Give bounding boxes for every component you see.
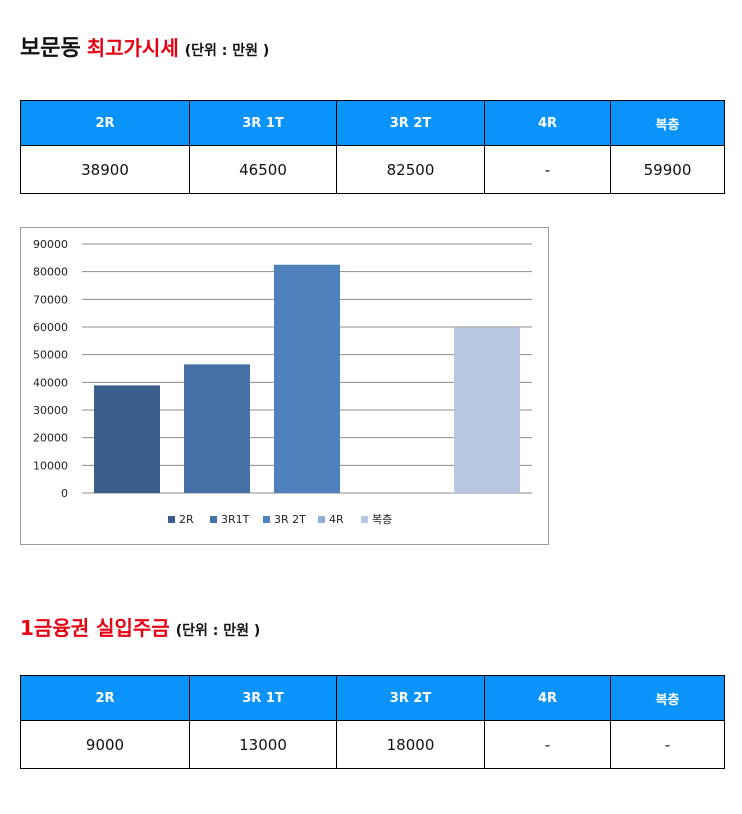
legend-swatch (168, 516, 175, 523)
bar (184, 364, 250, 493)
chart-canvas: 90000 80000 70000 60000 50000 40000 30000 20000… (33, 238, 532, 526)
legend-label: 2R (179, 513, 194, 526)
header-cell-2r: 2R (20, 675, 190, 721)
bar (94, 385, 160, 493)
price-table: 2R 3R 1T 3R 2T 4R 복층 38900 46500 82500 -… (20, 100, 725, 194)
value-cell-3r2t: 18000 (336, 720, 485, 769)
section1-unit-label: (단위 : 만원 ) (184, 43, 270, 59)
legend-swatch (210, 516, 217, 523)
header-cell-4r: 4R (484, 100, 611, 146)
legend-swatch (361, 516, 368, 523)
y-tick-label: 60000 (33, 321, 68, 334)
price-chart: 90000 80000 70000 60000 50000 40000 30000 20000… (20, 227, 549, 545)
section2-title-highlight: 1금융권 실입주금 (20, 616, 170, 640)
header-cell-3r2t: 3R 2T (336, 675, 485, 721)
legend-swatch (318, 516, 325, 523)
y-tick-label: 30000 (33, 404, 68, 417)
y-tick-label: 70000 (33, 293, 68, 306)
legend-swatch (263, 516, 270, 523)
value-cell-duplex: 59900 (610, 145, 725, 194)
y-tick-label: 40000 (33, 376, 68, 389)
value-cell-3r1t: 46500 (189, 145, 337, 194)
value-cell-4r: - (484, 720, 611, 769)
header-cell-3r1t: 3R 1T (189, 675, 337, 721)
bar (274, 264, 340, 493)
header-cell-4r: 4R (484, 675, 611, 721)
loan-table: 2R 3R 1T 3R 2T 4R 복층 9000 13000 18000 - … (20, 675, 725, 769)
y-tick-label: 80000 (33, 266, 68, 279)
header-cell-2r: 2R (20, 100, 190, 146)
value-cell-2r: 38900 (20, 145, 190, 194)
y-tick-label: 0 (61, 487, 68, 500)
table-row: 38900 46500 82500 - 59900 (20, 145, 725, 194)
section1-title-highlight: 최고가시세 (86, 36, 179, 60)
value-cell-3r2t: 82500 (336, 145, 485, 194)
table-row: 9000 13000 18000 - - (20, 720, 725, 769)
header-cell-3r1t: 3R 1T (189, 100, 337, 146)
header-cell-3r2t: 3R 2T (336, 100, 485, 146)
header-cell-duplex: 복층 (610, 100, 725, 146)
section2-unit-label: (단위 : 만원 ) (175, 623, 261, 639)
value-cell-4r: - (484, 145, 611, 194)
section1-title-district: 보문동 (20, 36, 81, 61)
y-tick-label: 20000 (33, 432, 68, 445)
legend-label: 3R1T (221, 513, 250, 526)
y-tick-label: 50000 (33, 349, 68, 362)
value-cell-3r1t: 13000 (189, 720, 337, 769)
legend-label: 4R (329, 513, 344, 526)
value-cell-duplex: - (610, 720, 725, 769)
y-tick-label: 10000 (33, 459, 68, 472)
bar (454, 327, 520, 493)
table-header-row: 2R 3R 1T 3R 2T 4R 복층 (20, 675, 725, 721)
legend-label: 3R 2T (274, 513, 306, 526)
legend-label: 복층 (372, 513, 392, 526)
section2-heading: 1금융권 실입주금 (단위 : 만원 ) (20, 612, 260, 641)
y-tick-label: 90000 (33, 238, 68, 251)
section1-heading: 보문동 최고가시세 (단위 : 만원 ) (20, 30, 269, 62)
header-cell-duplex: 복층 (610, 675, 725, 721)
table-header-row: 2R 3R 1T 3R 2T 4R 복층 (20, 100, 725, 146)
value-cell-2r: 9000 (20, 720, 190, 769)
